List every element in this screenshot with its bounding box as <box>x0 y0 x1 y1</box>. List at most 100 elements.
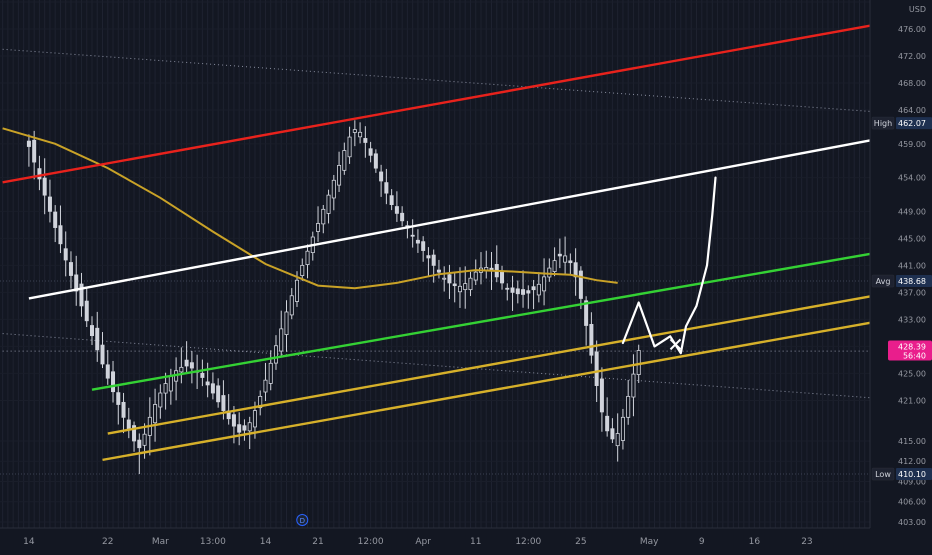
candle <box>200 359 205 387</box>
price-tag: Avg 438.68 <box>871 274 932 288</box>
candle-body <box>100 344 105 365</box>
price-tick-label: 445.00 <box>898 234 926 243</box>
candle-body <box>500 271 505 284</box>
candle <box>578 266 583 310</box>
moving-average <box>2 127 618 290</box>
dotted-trend-lines <box>2 48 871 399</box>
candle <box>179 347 184 384</box>
projection-drawing[interactable] <box>621 176 717 355</box>
price-tick-label: 433.00 <box>898 315 926 324</box>
price-tick-label: 415.00 <box>898 437 926 446</box>
candle-body <box>205 381 210 386</box>
candle <box>258 390 263 416</box>
candle <box>53 205 58 243</box>
price-tag-extra: 56:40 <box>903 352 926 361</box>
candle <box>68 251 73 289</box>
candle <box>436 259 441 279</box>
candle <box>42 158 47 215</box>
candle <box>510 275 515 311</box>
candle <box>352 120 357 147</box>
candle-body <box>37 168 42 180</box>
price-tick-label: 476.00 <box>898 25 926 34</box>
candle <box>289 288 294 320</box>
candle <box>494 245 499 283</box>
candle-body <box>32 139 37 163</box>
candle <box>189 351 194 384</box>
candle <box>174 357 179 401</box>
candle-body <box>584 300 589 326</box>
price-tag-value: 410.10 <box>898 470 926 479</box>
trend-line[interactable] <box>91 252 871 391</box>
price-tag: Low 410.10 <box>871 467 932 481</box>
candle-body <box>126 419 131 430</box>
candle-body <box>111 371 116 393</box>
candle-body <box>373 153 378 169</box>
candle <box>116 386 121 425</box>
candle <box>615 413 620 462</box>
candle <box>542 258 547 306</box>
trend-line[interactable] <box>28 139 871 300</box>
price-tag-value-box <box>896 275 932 288</box>
candle-body <box>363 138 368 143</box>
candle-body <box>163 383 168 394</box>
candle <box>342 142 347 175</box>
trend-line[interactable] <box>107 295 871 435</box>
candle <box>105 350 110 385</box>
candle <box>132 421 137 452</box>
candle-body <box>158 392 163 408</box>
candle-body <box>442 277 447 280</box>
candle <box>126 407 131 439</box>
candle <box>599 367 604 432</box>
candle-body <box>42 177 47 196</box>
candle <box>84 286 89 328</box>
candle-body <box>237 424 242 433</box>
candle-body <box>84 300 89 322</box>
time-tick-label: 13:00 <box>200 537 226 547</box>
candle-body <box>358 131 363 138</box>
candle-body <box>179 366 184 373</box>
trend-line[interactable] <box>102 321 871 462</box>
earnings-marker: D <box>296 514 309 526</box>
price-tick-label: 403.00 <box>898 518 926 527</box>
candle <box>373 149 378 173</box>
candle <box>37 155 42 191</box>
candle-body <box>137 439 142 449</box>
candle <box>121 392 126 434</box>
candle-body <box>431 254 436 266</box>
candle-body <box>89 325 94 337</box>
price-tick-label: 425.00 <box>898 369 926 378</box>
candle-body <box>457 285 462 293</box>
candle <box>226 394 231 425</box>
candle-body <box>352 129 357 133</box>
candle <box>421 236 426 262</box>
candle <box>184 341 189 374</box>
trend-lines[interactable] <box>2 24 871 462</box>
candle-body <box>563 255 568 263</box>
candle-body <box>321 208 326 225</box>
price-tag-value-box <box>896 117 932 130</box>
candle <box>74 255 79 306</box>
candle-body <box>384 182 389 194</box>
candle <box>473 259 478 286</box>
trend-line[interactable] <box>2 24 871 184</box>
price-tick-label: 409.00 <box>898 477 926 486</box>
candle <box>331 174 336 211</box>
candle <box>457 267 462 308</box>
candle-body <box>79 283 84 307</box>
candle-body <box>605 415 610 432</box>
candle <box>536 272 541 303</box>
candle <box>268 350 273 391</box>
price-tick-label: 437.00 <box>898 288 926 297</box>
candle <box>405 220 410 239</box>
candle <box>58 205 63 254</box>
candle-body <box>279 328 284 352</box>
candle <box>210 372 215 400</box>
price-tick-label: 449.00 <box>898 207 926 216</box>
candle-body <box>515 288 520 295</box>
time-tick-label: 21 <box>312 537 323 547</box>
candle <box>505 283 510 301</box>
projection-path[interactable] <box>621 176 717 355</box>
